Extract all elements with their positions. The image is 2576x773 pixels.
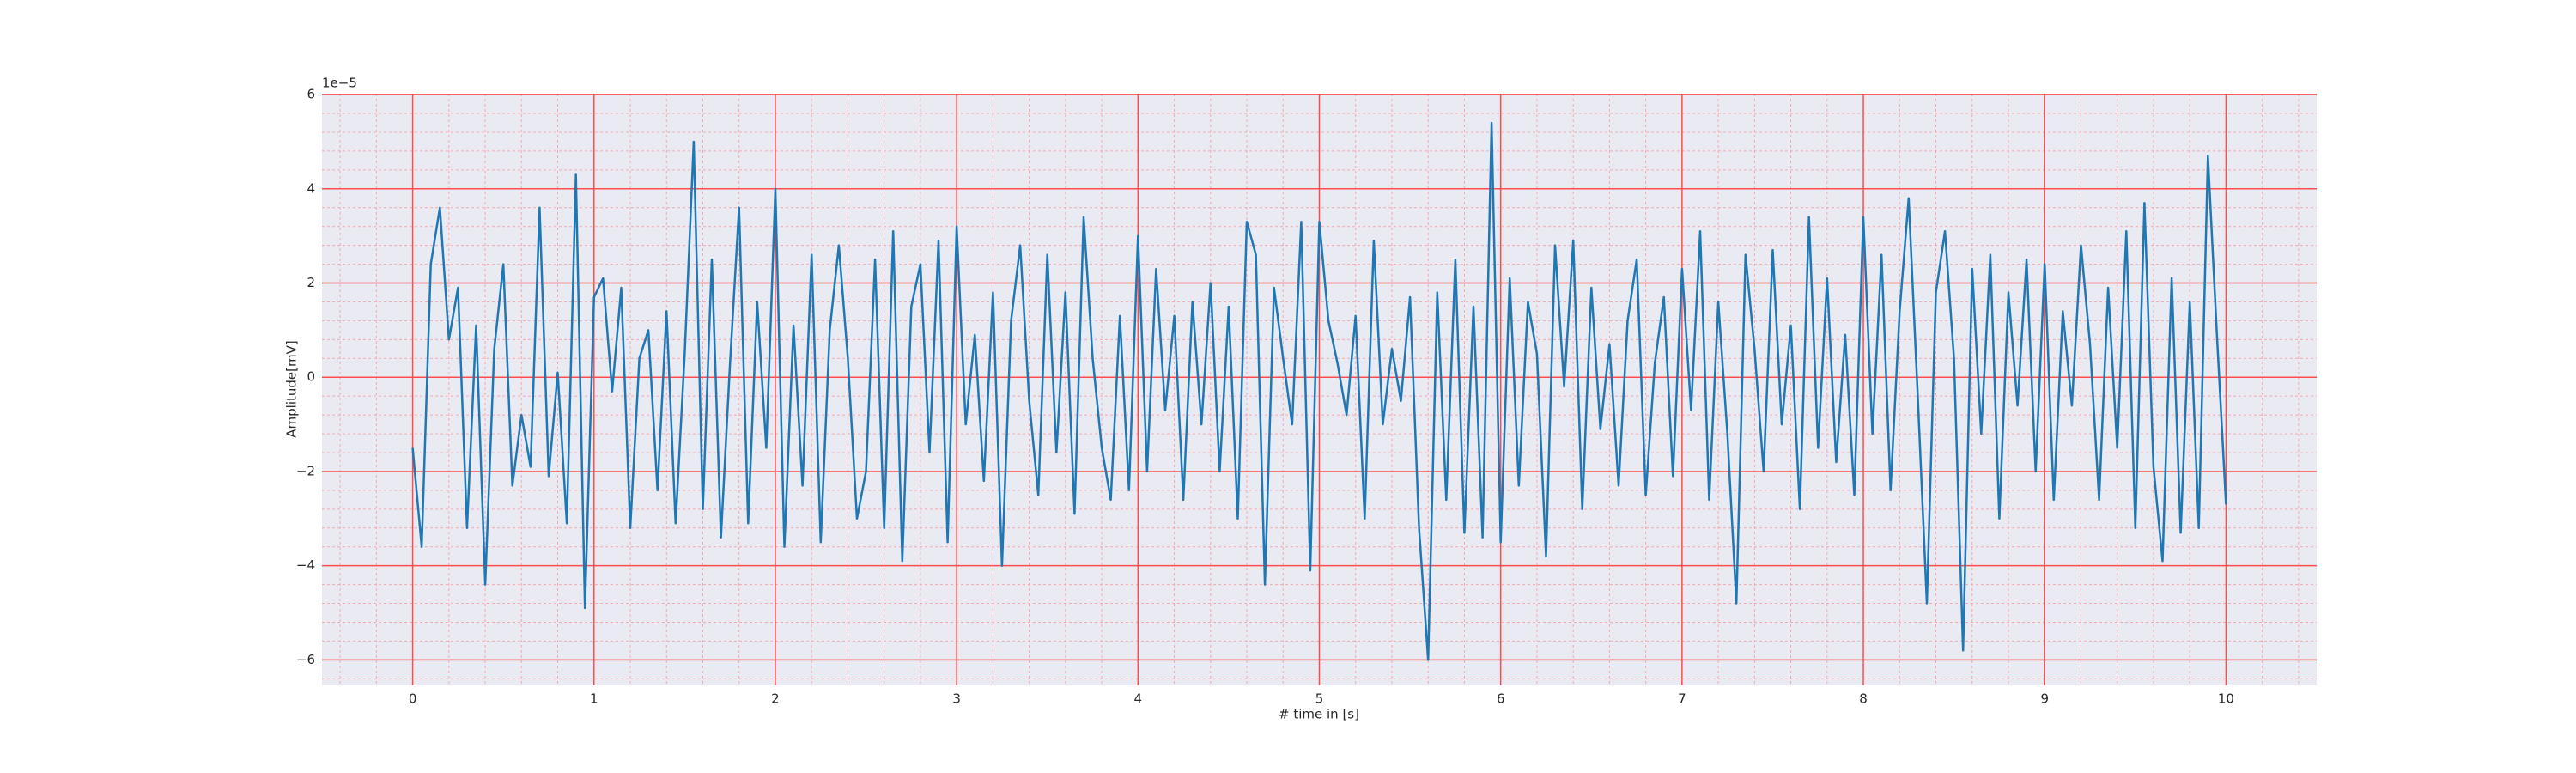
y-tick-label: −6 [296, 652, 315, 667]
x-tick-label: 1 [590, 691, 598, 707]
signal-line [411, 121, 2227, 661]
offset-text: 1e−5 [322, 76, 357, 91]
x-tick-label: 0 [409, 691, 417, 707]
x-axis-label: # time in [s] [1279, 707, 1359, 722]
x-tick-label: 7 [1678, 691, 1686, 707]
x-tick-label: 4 [1134, 691, 1143, 707]
x-tick-label: 5 [1315, 691, 1324, 707]
y-tick-label: −4 [296, 557, 315, 573]
x-tick-label: 10 [2218, 691, 2234, 707]
x-tick-label: 3 [952, 691, 961, 707]
y-tick-label: 2 [307, 275, 315, 290]
y-tick-label: 4 [307, 180, 315, 196]
x-tick-label: 2 [771, 691, 780, 707]
y-axis-label: Amplitude[mV] [284, 340, 300, 437]
y-tick-label: 6 [307, 87, 315, 102]
x-tick-label: 8 [1859, 691, 1868, 707]
x-tick-label: 6 [1497, 691, 1505, 707]
y-tick-label: 0 [307, 369, 315, 385]
x-tick-label: 9 [2040, 691, 2049, 707]
y-tick-label: −2 [296, 463, 315, 478]
